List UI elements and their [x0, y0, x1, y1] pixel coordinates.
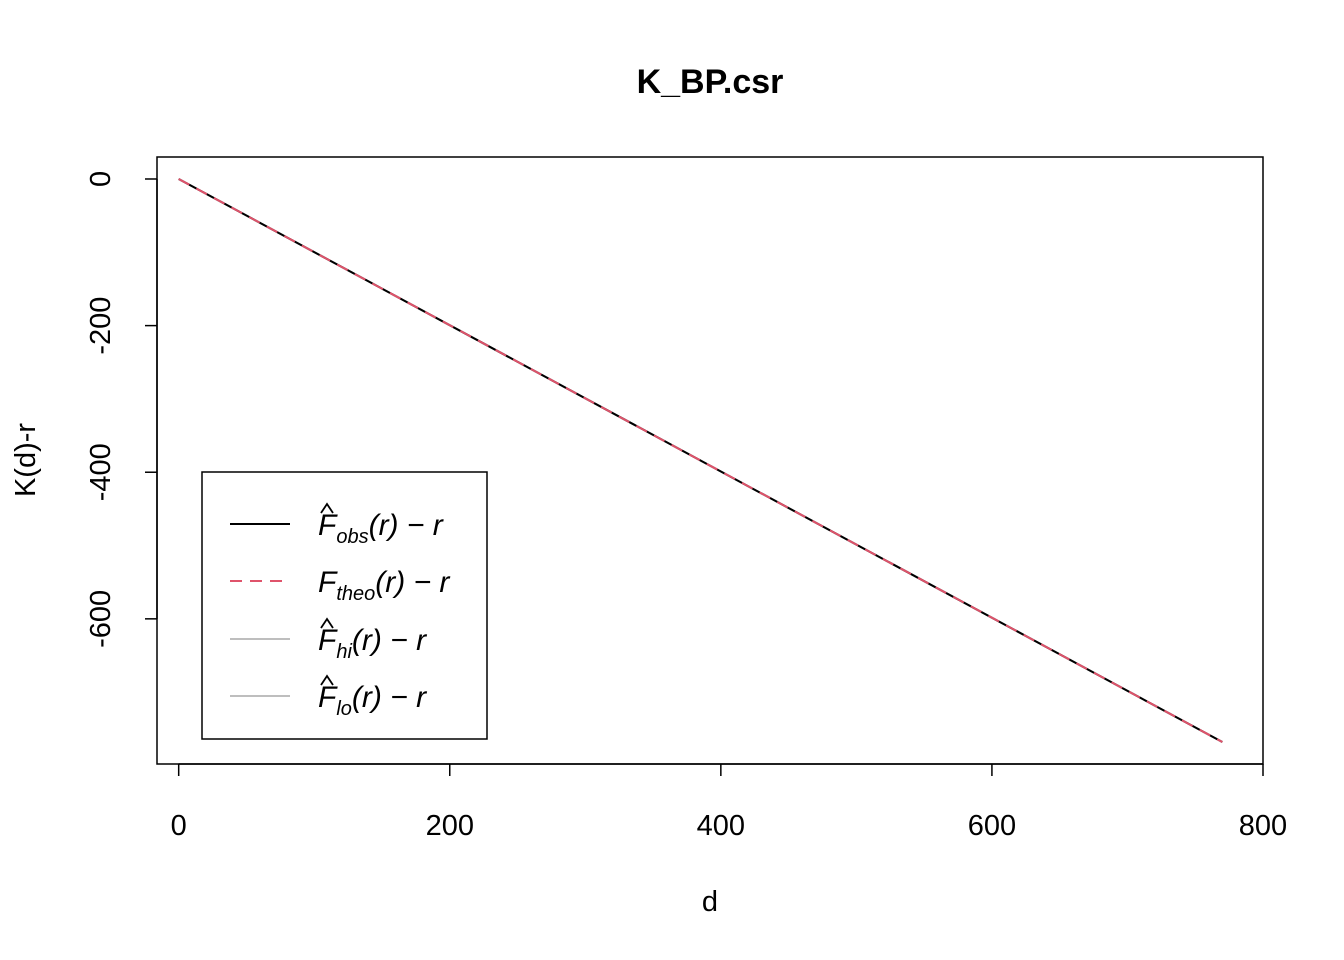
legend-symbol: F	[318, 624, 338, 657]
x-axis-label: d	[702, 886, 718, 918]
legend-subscript: lo	[336, 698, 352, 720]
legend-symbol: F	[318, 566, 338, 599]
series-layer	[178, 178, 1223, 743]
x-tick-label: 600	[968, 810, 1016, 842]
legend-hat-hi	[320, 617, 334, 629]
legend-label-hi: Fhi(r) − r	[318, 624, 427, 663]
legend-box	[201, 471, 488, 740]
series-line-theo	[178, 178, 1223, 743]
x-tick-label: 0	[171, 810, 187, 842]
x-tick-label: 400	[697, 810, 745, 842]
legend-hat-lo	[320, 674, 334, 686]
legend-hat-obs	[320, 502, 334, 514]
x-tick-label: 200	[426, 810, 474, 842]
legend-label-obs: Fobs(r) − r	[318, 509, 444, 548]
y-tick-label: -400	[85, 443, 117, 501]
y-tick-label: -600	[85, 590, 117, 648]
chart-title: K_BP.csr	[637, 63, 784, 101]
legend-tail: (r) − r	[369, 509, 444, 542]
legend-tail: (r) − r	[352, 681, 427, 714]
x-axis: 0 200 400 600 800	[171, 763, 1287, 842]
legend-symbol: F	[318, 509, 338, 542]
y-axis-label: K(d)-r	[10, 423, 42, 497]
x-tick-label: 800	[1239, 810, 1287, 842]
legend-subscript: theo	[336, 583, 375, 605]
legend-tail: (r) − r	[352, 624, 427, 657]
y-tick-label: 0	[85, 171, 117, 187]
legend-label-lo: Flo(r) − r	[318, 681, 427, 720]
y-axis: 0 -200 -400 -600	[85, 171, 158, 648]
legend-tail: (r) − r	[375, 566, 450, 599]
legend-label-theo: Ftheo(r) − r	[318, 566, 450, 605]
legend-subscript: hi	[336, 641, 352, 663]
y-tick-label: -200	[85, 297, 117, 355]
legend-subscript: obs	[336, 526, 368, 548]
legend-symbol: F	[318, 681, 338, 714]
